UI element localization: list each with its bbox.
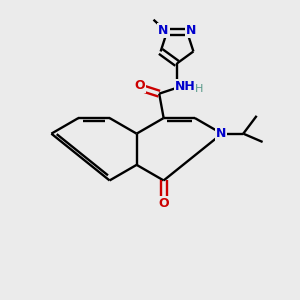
Text: N: N <box>216 127 226 140</box>
Text: NH: NH <box>175 80 196 93</box>
Text: H: H <box>195 84 203 94</box>
Text: N: N <box>158 25 169 38</box>
Text: O: O <box>158 197 169 210</box>
Text: O: O <box>134 79 145 92</box>
Text: N: N <box>185 25 196 38</box>
